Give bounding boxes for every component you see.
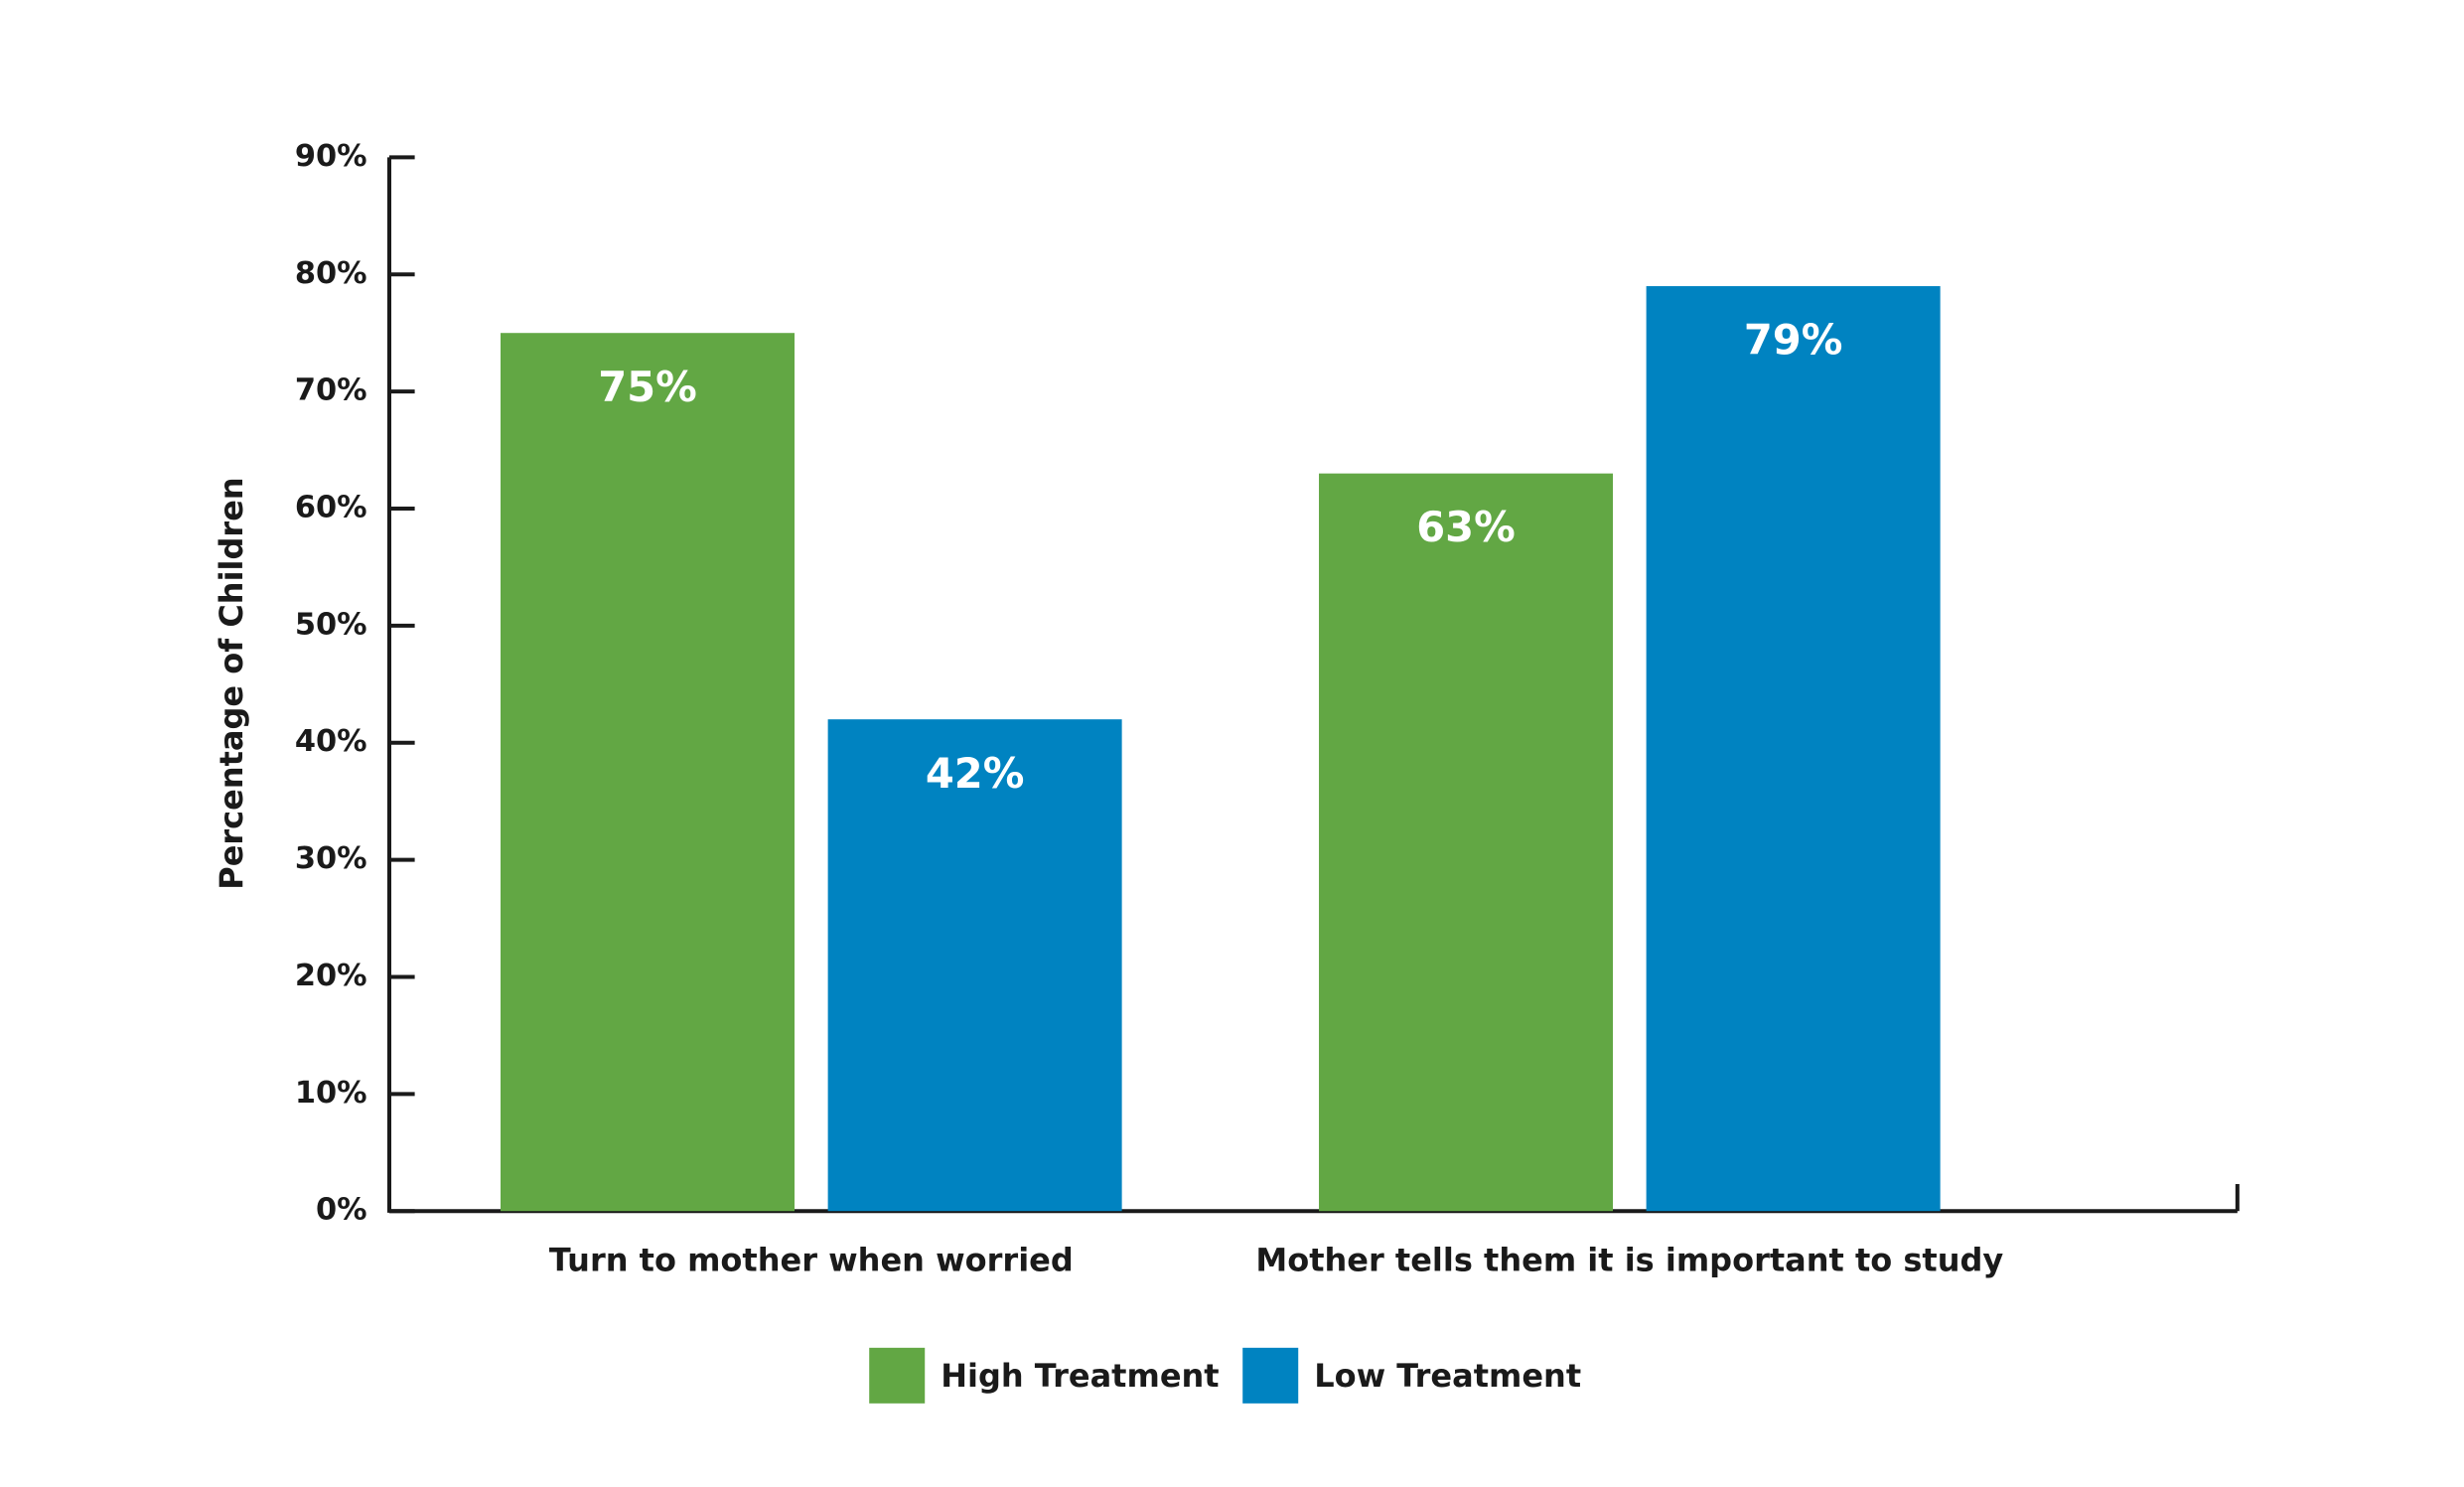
y-tick-label: 80%	[295, 256, 367, 291]
y-tick-label: 30%	[295, 841, 367, 876]
y-tick-label: 90%	[295, 139, 367, 174]
legend-swatch	[1242, 1347, 1299, 1404]
x-tick-label: Turn to mother when worried	[549, 1241, 1074, 1278]
y-tick-label: 70%	[295, 373, 367, 408]
y-tick-label: 10%	[295, 1076, 367, 1111]
legend-label: Low Treatment	[1314, 1357, 1581, 1395]
x-tick-label: Mother tells them it is important to stu…	[1255, 1241, 2003, 1278]
value-label: 42%	[926, 749, 1025, 798]
legend-label: High Treatment	[941, 1357, 1219, 1395]
y-tick-label: 20%	[295, 959, 367, 993]
bar	[1319, 473, 1614, 1212]
y-tick-label: 0%	[316, 1193, 367, 1228]
y-axis-label: Percentage of Children	[213, 477, 250, 889]
y-tick-label: 50%	[295, 607, 367, 642]
value-label: 63%	[1416, 503, 1516, 551]
bar	[827, 719, 1122, 1212]
value-label: 79%	[1744, 316, 1843, 365]
y-tick-label: 60%	[295, 491, 367, 525]
bar	[1646, 286, 1941, 1212]
legend-swatch	[869, 1347, 926, 1404]
value-label: 75%	[598, 363, 697, 411]
bar	[501, 333, 796, 1212]
y-tick-label: 40%	[295, 724, 367, 759]
